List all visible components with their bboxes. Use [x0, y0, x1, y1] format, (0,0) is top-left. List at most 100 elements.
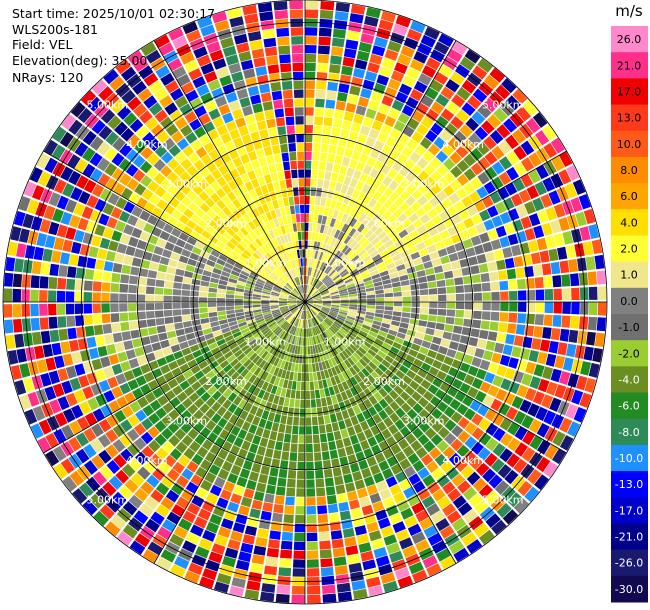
ray-gate-cell — [373, 281, 383, 287]
ray-gate-cell — [513, 162, 527, 177]
ray-gate-cell — [368, 128, 380, 140]
ray-gate-cell — [313, 304, 322, 308]
ray-gate-cell — [316, 187, 323, 197]
ray-gate-cell — [335, 411, 344, 422]
ray-gate-cell — [521, 373, 533, 387]
ray-gate-cell — [429, 79, 444, 93]
ray-gate-cell — [306, 310, 310, 319]
ray-gate-cell — [509, 290, 518, 301]
ray-gate-cell — [319, 352, 324, 362]
ray-gate-cell — [410, 440, 422, 452]
ray-gate-cell — [345, 369, 353, 379]
ray-gate-cell — [474, 348, 485, 359]
ray-gate-cell — [552, 431, 566, 447]
ray-gate-cell — [545, 235, 556, 249]
ray-gate-cell — [529, 435, 543, 450]
ray-gate-cell — [351, 122, 362, 133]
ray-gate-cell — [318, 284, 326, 291]
ray-gate-cell — [484, 408, 497, 422]
ray-gate-cell — [340, 305, 349, 309]
ray-gate-cell — [344, 348, 353, 357]
ray-gate-cell — [422, 150, 435, 163]
ray-gate-cell — [305, 249, 308, 258]
ray-gate-cell — [382, 342, 392, 350]
ray-gate-cell — [479, 359, 491, 371]
ray-gate-cell — [534, 277, 544, 289]
ray-gate-cell — [357, 371, 367, 381]
ray-gate-cell — [333, 355, 341, 365]
ray-gate-cell — [367, 62, 380, 74]
ray-gate-cell — [374, 257, 384, 266]
ray-gate-cell — [339, 165, 348, 175]
ray-gate-cell — [351, 150, 361, 161]
ray-gate-cell — [424, 427, 437, 440]
ray-gate-cell — [368, 406, 378, 417]
ray-gate-cell — [402, 445, 415, 458]
ray-gate-cell — [430, 510, 445, 524]
ray-gate-cell — [453, 130, 467, 144]
ray-gate-cell — [502, 247, 513, 259]
ray-gate-cell — [348, 291, 357, 295]
ray-gate-cell — [456, 173, 469, 186]
ray-gate-cell — [336, 264, 344, 272]
ray-gate-cell — [337, 231, 345, 241]
ray-gate-cell — [318, 380, 324, 389]
ray-gate-cell — [345, 39, 359, 50]
ray-gate-cell — [420, 231, 431, 241]
ray-gate-cell — [400, 280, 410, 286]
ray-gate-cell — [330, 237, 337, 247]
ray-gate-cell — [571, 302, 580, 315]
ray-gate-cell — [471, 319, 482, 329]
ray-gate-cell — [320, 1, 335, 11]
ray-gate-cell — [468, 256, 478, 266]
ray-gate-cell — [335, 280, 344, 286]
ray-gate-cell — [500, 378, 512, 391]
ray-gate-cell — [463, 450, 477, 464]
ray-gate-cell — [327, 349, 333, 359]
ray-gate-cell — [395, 407, 406, 419]
ray-gate-cell — [311, 291, 319, 297]
ray-gate-cell — [463, 168, 477, 181]
ray-gate-cell — [321, 307, 330, 312]
ray-gate-cell — [463, 217, 475, 229]
ray-gate-cell — [425, 267, 435, 276]
ray-gate-cell — [483, 97, 498, 113]
ray-gate-cell — [420, 295, 429, 302]
ray-gate-cell — [461, 79, 477, 94]
ray-gate-cell — [586, 331, 596, 346]
ray-gate-cell — [459, 335, 470, 345]
ray-gate-cell — [341, 213, 349, 223]
ray-gate-cell — [348, 311, 357, 316]
ray-gate-cell — [437, 496, 451, 510]
ray-gate-cell — [450, 71, 465, 86]
ray-gate-cell — [430, 433, 443, 446]
ray-gate-cell — [470, 162, 484, 176]
ray-gate-cell — [535, 302, 545, 313]
ray-gate-cell — [321, 306, 331, 310]
ray-gate-cell — [430, 122, 444, 136]
ray-gate-cell — [345, 389, 354, 399]
ray-gate-cell — [492, 413, 505, 426]
ray-gate-cell — [349, 217, 358, 228]
ray-gate-cell — [429, 157, 442, 170]
ray-gate-cell — [389, 272, 399, 279]
ray-gate-cell — [364, 243, 374, 252]
ray-gate-cell — [545, 353, 557, 367]
ray-gate-cell — [305, 302, 308, 311]
ray-gate-cell — [419, 346, 429, 356]
ray-gate-cell — [305, 284, 308, 294]
ray-gate-cell — [438, 64, 453, 78]
ray-gate-cell — [436, 190, 448, 202]
ray-gate-cell — [483, 74, 500, 90]
ray-gate-cell — [446, 286, 456, 294]
ray-gate-cell — [542, 177, 556, 192]
ray-gate-cell — [359, 125, 371, 136]
ray-gate-cell — [363, 398, 373, 409]
ray-gate-cell — [364, 15, 379, 27]
ray-gate-cell — [344, 418, 353, 428]
ray-gate-cell — [375, 509, 388, 521]
ray-gate-cell — [463, 182, 475, 195]
ray-gate-cell — [330, 271, 338, 278]
ray-gate-cell — [381, 95, 394, 107]
ray-gate-cell — [327, 226, 333, 236]
